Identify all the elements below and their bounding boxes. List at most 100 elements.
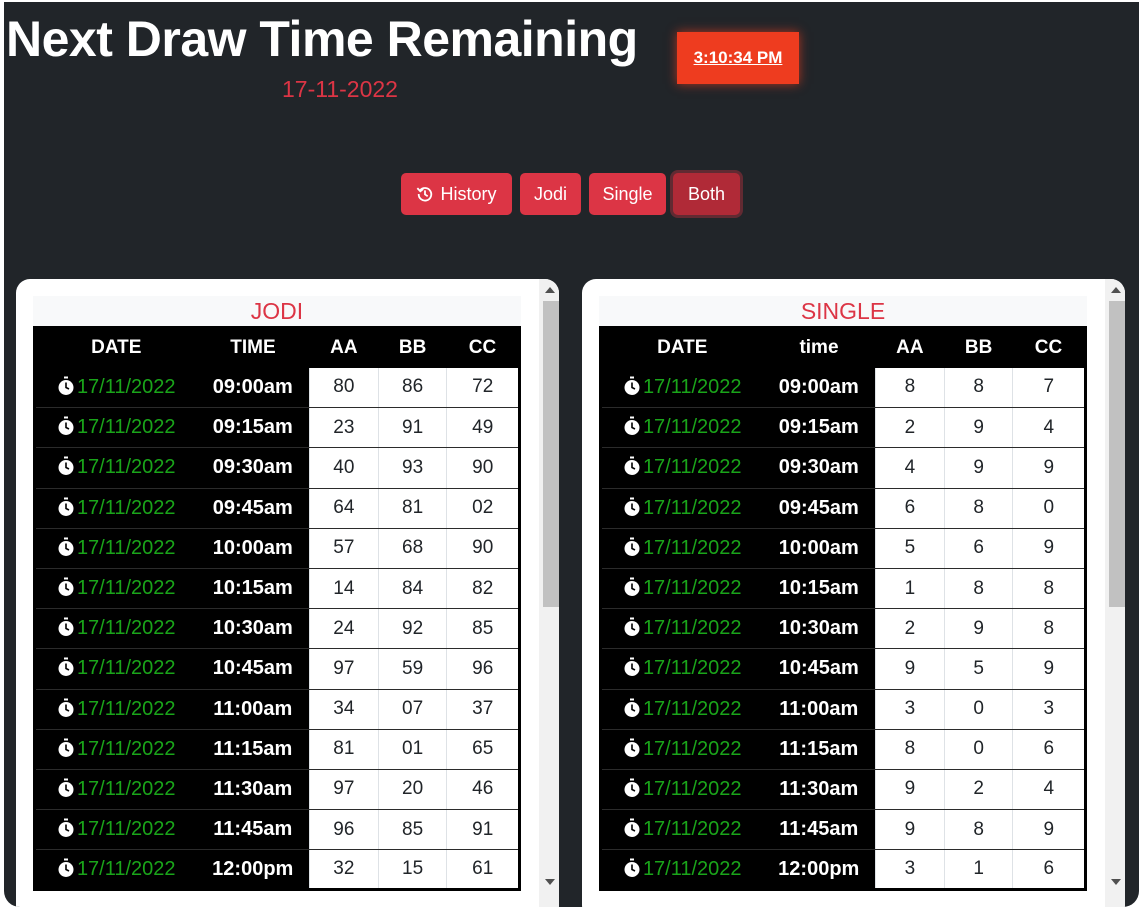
stopwatch-icon [58,657,74,677]
table-row: 17/11/2022 09:45am 6 8 0 [600,488,1086,529]
row-time: 09:15am [762,407,876,449]
stopwatch-icon [624,617,640,637]
row-cc: 61 [446,849,520,891]
stopwatch-icon [58,376,74,395]
row-date: 17/11/2022 [34,568,197,610]
row-date: 17/11/2022 [34,769,197,811]
row-aa: 8 [875,367,945,409]
row-cc: 4 [1012,407,1086,449]
row-aa: 23 [309,407,379,449]
row-aa: 5 [875,528,945,569]
row-time: 11:30am [762,769,876,811]
table-row: 17/11/2022 09:30am 40 93 90 [34,447,520,489]
row-bb: 68 [377,528,447,569]
single-header-bb: BB [944,327,1013,368]
jodi-scroll-thumb[interactable] [543,301,559,607]
row-time: 10:45am [762,648,876,690]
row-cc: 6 [1012,849,1086,891]
row-aa: 2 [875,407,945,449]
table-row: 17/11/2022 11:45am 96 85 91 [34,809,520,851]
row-aa: 97 [309,648,379,690]
row-time: 09:00am [762,367,876,409]
row-date: 17/11/2022 [34,809,197,851]
row-date-text: 17/11/2022 [76,697,176,720]
table-row: 17/11/2022 09:15am 23 91 49 [34,407,520,449]
row-date-text: 17/11/2022 [642,857,742,880]
row-cc: 82 [446,568,520,610]
single-header-cc: CC [1012,327,1086,368]
jodi-header-date: DATE [34,327,197,368]
row-time: 11:15am [762,729,876,770]
jodi-button[interactable]: Jodi [520,173,581,215]
both-button[interactable]: Both [673,173,740,215]
jodi-title: JODI [33,296,521,326]
scroll-up-icon[interactable] [545,287,555,293]
jodi-rows: 17/11/2022 09:00am 80 86 72 17/11/2022 09:15am… [34,367,520,891]
history-icon [417,187,433,202]
scroll-down-icon[interactable] [1111,879,1121,885]
row-bb: 1 [943,849,1013,891]
row-time: 10:00am [196,528,310,569]
table-row: 17/11/2022 11:30am 9 2 4 [600,769,1086,811]
single-scroll-thumb[interactable] [1109,301,1125,607]
row-time: 10:00am [762,528,876,569]
row-date-text: 17/11/2022 [642,697,742,720]
row-bb: 0 [943,729,1013,770]
row-time: 11:45am [762,809,876,851]
row-date-text: 17/11/2022 [76,818,176,841]
row-time: 09:30am [196,447,310,489]
row-date: 17/11/2022 [600,849,763,891]
row-date-text: 17/11/2022 [642,536,742,559]
row-date-text: 17/11/2022 [76,456,176,479]
row-date-text: 17/11/2022 [642,777,742,800]
row-aa: 9 [875,648,945,690]
row-date-text: 17/11/2022 [642,577,742,600]
row-cc: 9 [1012,809,1086,851]
stopwatch-icon [58,456,74,476]
stopwatch-icon [624,376,640,395]
row-date-text: 17/11/2022 [642,416,742,439]
row-date-text: 17/11/2022 [642,456,742,479]
row-date: 17/11/2022 [600,528,763,569]
row-cc: 3 [1012,689,1086,730]
row-aa: 40 [309,447,379,489]
row-aa: 34 [309,689,379,730]
row-time: 10:15am [196,568,310,610]
table-row: 17/11/2022 11:00am 34 07 37 [34,689,520,730]
row-date: 17/11/2022 [34,407,197,449]
row-cc: 96 [446,648,520,690]
row-cc: 9 [1012,447,1086,489]
row-cc: 37 [446,689,520,730]
row-date: 17/11/2022 [600,809,763,851]
row-aa: 9 [875,769,945,811]
stopwatch-icon [58,577,74,597]
row-cc: 49 [446,407,520,449]
scroll-up-icon[interactable] [1111,287,1121,293]
history-button[interactable]: History [401,173,512,215]
table-row: 17/11/2022 10:15am 14 84 82 [34,568,520,610]
row-time: 10:30am [196,608,310,650]
table-row: 17/11/2022 10:45am 9 5 9 [600,648,1086,690]
row-aa: 64 [309,488,379,529]
row-time: 11:15am [196,729,310,770]
row-date-text: 17/11/2022 [642,818,742,841]
table-row: 17/11/2022 09:15am 2 9 4 [600,407,1086,449]
row-cc: 46 [446,769,520,811]
row-bb: 5 [943,648,1013,690]
timer-button[interactable]: 3:10:34 PM [677,32,799,84]
single-header-time: time [762,327,876,368]
row-bb: 93 [377,447,447,489]
row-cc: 7 [1012,367,1086,409]
row-time: 12:00pm [196,849,310,891]
table-row: 17/11/2022 10:00am 5 6 9 [600,528,1086,569]
stopwatch-icon [58,537,74,556]
row-aa: 3 [875,689,945,730]
single-scrollbar[interactable] [1105,279,1125,907]
jodi-scrollbar[interactable] [539,279,559,907]
row-date: 17/11/2022 [34,608,197,650]
row-date-text: 17/11/2022 [76,777,176,800]
row-bb: 9 [943,447,1013,489]
scroll-down-icon[interactable] [545,879,555,885]
single-button[interactable]: Single [589,173,666,215]
row-bb: 59 [377,648,447,690]
